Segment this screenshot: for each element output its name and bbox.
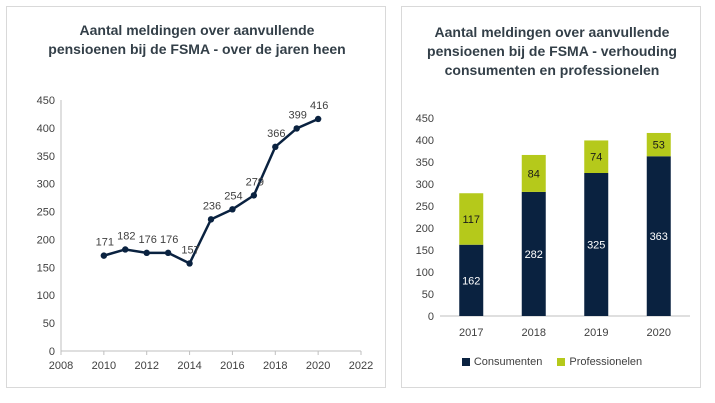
bar-label-consumenten: 162 xyxy=(462,275,480,287)
x-tick-label: 2018 xyxy=(263,360,287,372)
y-tick-label: 350 xyxy=(416,157,434,169)
legend-item-consumenten: Consumenten xyxy=(461,356,543,368)
bar-professionelen xyxy=(646,132,671,157)
y-tick-label: 100 xyxy=(37,290,55,302)
x-tick-label: 2018 xyxy=(522,327,546,339)
y-tick-label: 300 xyxy=(416,179,434,191)
bar-label-professionelen: 53 xyxy=(653,140,665,152)
x-tick-label: 2008 xyxy=(49,360,73,372)
bar-label-consumenten: 325 xyxy=(587,240,605,252)
bar-label-consumenten: 282 xyxy=(525,249,543,261)
x-tick-label: 2019 xyxy=(584,327,608,339)
x-tick-label: 2022 xyxy=(349,360,373,372)
bar-label-professionelen: 117 xyxy=(462,214,480,226)
data-point xyxy=(186,260,193,267)
data-label: 157 xyxy=(181,244,199,256)
y-tick-label: 450 xyxy=(37,95,55,107)
bar-chart: 0 50 100 150 200 250 300 350 400 450 2017 162 117 201… xyxy=(416,113,690,339)
data-point xyxy=(100,252,108,259)
data-point xyxy=(122,246,129,253)
bar-label-professionelen: 84 xyxy=(528,168,540,180)
y-tick-label: 250 xyxy=(416,201,434,213)
y-tick-label: 450 xyxy=(416,113,434,125)
data-label: 416 xyxy=(310,100,328,112)
y-tick-label: 400 xyxy=(37,123,55,135)
y-tick-label: 50 xyxy=(43,318,55,330)
data-label: 279 xyxy=(246,176,264,188)
y-tick-label: 50 xyxy=(422,289,434,301)
y-tick-label: 0 xyxy=(49,346,55,358)
bar-chart-title: Aantal meldingen over aanvullende pensio… xyxy=(427,24,677,78)
y-tick-label: 0 xyxy=(428,311,434,323)
data-label: 182 xyxy=(117,230,135,242)
bar-professionelen xyxy=(459,193,484,245)
bar-label-consumenten: 363 xyxy=(650,231,668,243)
data-label: 176 xyxy=(160,234,178,246)
x-tick-label: 2020 xyxy=(306,360,330,372)
data-label: 171 xyxy=(96,237,114,249)
data-point xyxy=(164,249,172,257)
data-label: 176 xyxy=(139,234,157,246)
x-tick-label: 2012 xyxy=(134,360,158,372)
data-point xyxy=(293,125,300,132)
y-tick-label: 200 xyxy=(416,223,434,235)
y-tick-label: 300 xyxy=(37,179,55,191)
x-tick-label: 2017 xyxy=(459,327,483,339)
bar-consumenten xyxy=(584,173,609,316)
data-label: 399 xyxy=(289,109,307,121)
y-tick-label: 200 xyxy=(37,234,55,246)
y-tick-label: 150 xyxy=(416,245,434,257)
y-tick-label: 350 xyxy=(37,151,55,163)
x-tick-label: 2020 xyxy=(647,327,671,339)
data-label: 254 xyxy=(224,190,242,202)
data-point xyxy=(143,249,150,257)
bar-consumenten xyxy=(646,156,671,316)
series-line xyxy=(103,117,319,265)
legend-label-consumenten: Consumenten xyxy=(473,356,543,368)
data-label: 366 xyxy=(267,128,285,140)
bar-chart-panel: Aantal meldingen over aanvullende pensio… xyxy=(401,6,701,388)
data-point xyxy=(250,192,258,199)
bar-consumenten xyxy=(521,191,546,316)
data-point xyxy=(314,115,322,123)
bar-professionelen xyxy=(584,140,609,173)
data-point xyxy=(272,143,279,151)
legend-swatch-professionelen xyxy=(557,358,566,366)
y-tick-label: 250 xyxy=(37,207,55,219)
line-chart: 0 50 100 150 200 250 300 350 400 450 2008 2010 2012 2… xyxy=(37,95,374,372)
legend-swatch-consumenten xyxy=(461,358,470,366)
data-point xyxy=(229,206,236,213)
x-tick-label: 2016 xyxy=(220,360,244,372)
x-tick-label: 2010 xyxy=(92,360,116,372)
bar-label-professionelen: 74 xyxy=(590,152,602,164)
data-point xyxy=(207,216,215,223)
x-tick-label: 2014 xyxy=(177,360,201,372)
legend-label-professionelen: Professionelen xyxy=(569,356,643,368)
bar-professionelen xyxy=(521,154,546,192)
line-chart-panel: Aantal meldingen over aanvullende pensio… xyxy=(6,6,386,388)
y-tick-label: 400 xyxy=(416,135,434,147)
bar-consumenten xyxy=(459,244,484,316)
legend-item-professionelen: Professionelen xyxy=(557,356,642,368)
bar-chart-legend: Consumenten Professionelen xyxy=(402,356,702,369)
data-label: 236 xyxy=(203,200,221,212)
y-tick-label: 100 xyxy=(416,267,434,279)
line-chart-title: Aantal meldingen over aanvullende pensio… xyxy=(48,22,346,57)
y-tick-label: 150 xyxy=(37,262,55,274)
